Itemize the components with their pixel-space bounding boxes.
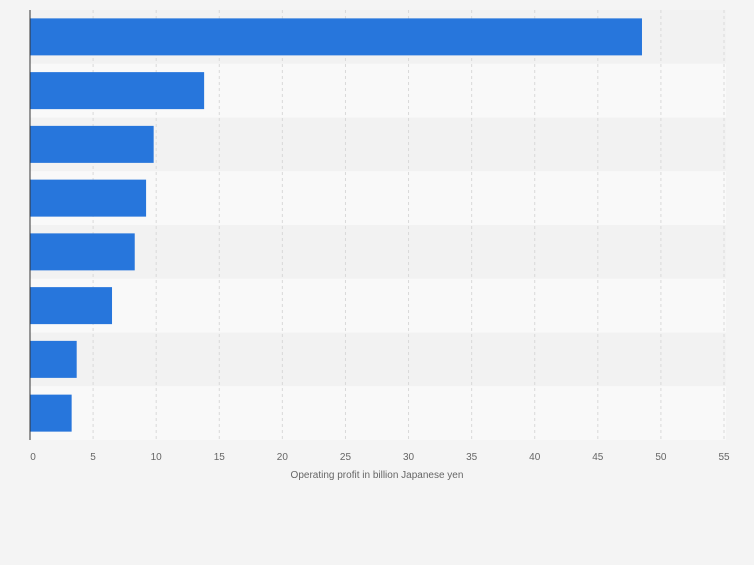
bar xyxy=(30,18,642,56)
bar xyxy=(30,394,72,432)
x-tick-label: 25 xyxy=(340,452,352,463)
row-band xyxy=(30,278,726,333)
bar xyxy=(30,233,135,271)
x-tick-label: 55 xyxy=(718,452,730,463)
row-bands xyxy=(30,10,726,440)
bar xyxy=(30,125,154,163)
bar xyxy=(30,287,113,325)
x-tick-label: 20 xyxy=(277,452,289,463)
x-tick-label: 15 xyxy=(214,452,226,463)
bars xyxy=(30,18,642,432)
bar xyxy=(30,179,147,217)
bar xyxy=(30,72,205,110)
row-band xyxy=(30,225,726,279)
x-tick-label: 0 xyxy=(30,452,36,463)
x-tick-labels: 0 5 10 15 20 25 30 35 40 45 50 55 xyxy=(30,452,730,463)
x-tick-label: 40 xyxy=(529,452,541,463)
bar xyxy=(30,340,77,378)
row-band xyxy=(30,386,726,440)
x-tick-label: 35 xyxy=(466,452,478,463)
x-tick-label: 5 xyxy=(90,452,96,463)
x-axis-label: Operating profit in billion Japanese yen xyxy=(291,470,464,481)
row-band xyxy=(30,332,726,387)
x-tick-label: 50 xyxy=(655,452,667,463)
x-tick-label: 30 xyxy=(403,452,415,463)
x-tick-label: 10 xyxy=(151,452,163,463)
x-tick-label: 45 xyxy=(592,452,604,463)
